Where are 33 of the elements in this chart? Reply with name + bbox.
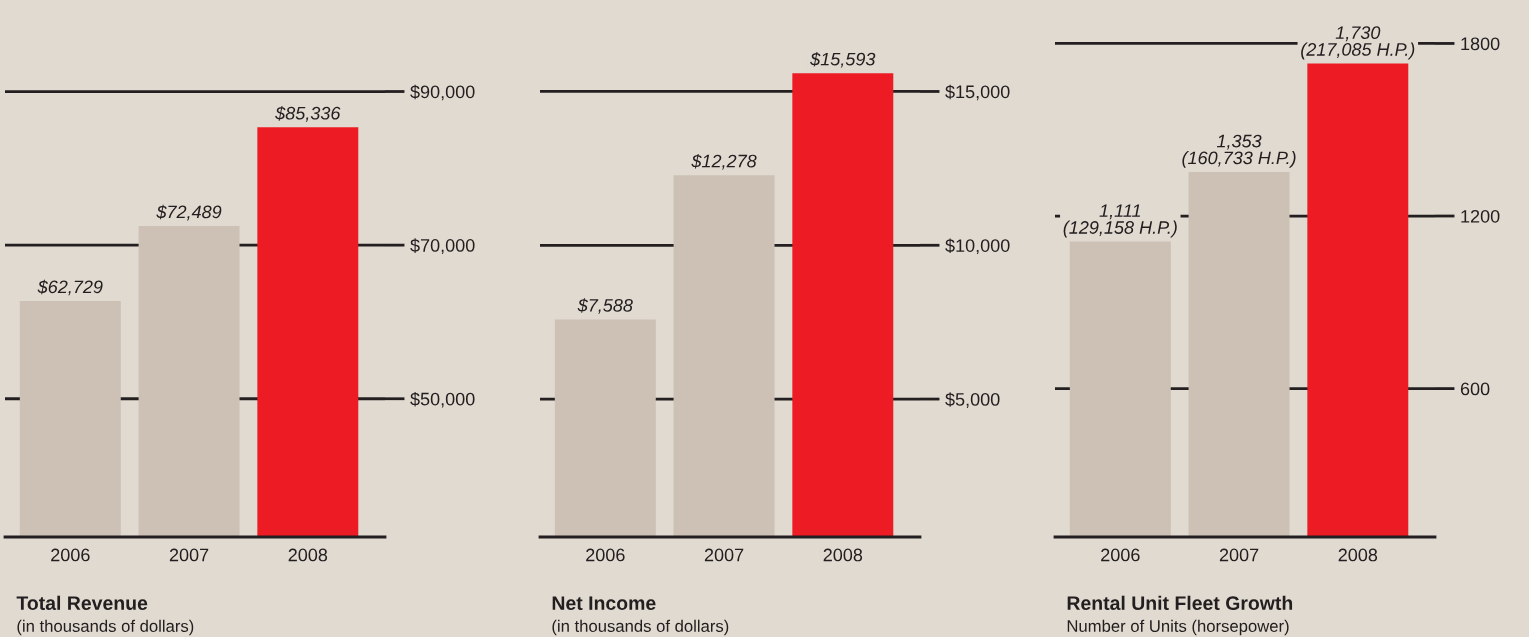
x-tick-label: 2008	[823, 548, 863, 562]
y-tick-label: $5,000	[945, 392, 1000, 408]
y-tick-label: 1800	[1461, 37, 1500, 51]
data-label: 1,730 (217,085 H.P.)	[1301, 26, 1415, 60]
y-tick-label: $15,000	[945, 84, 1010, 101]
data-label: $12,278	[691, 153, 757, 170]
x-tick-label: 2006	[1101, 548, 1140, 562]
text: (in thousands of dollars)	[552, 619, 729, 636]
text: Net Income	[552, 596, 656, 610]
y-tick-label: $50,000	[410, 391, 475, 408]
y-tick-label: $90,000	[410, 84, 475, 101]
x-tick-label: 2007	[704, 548, 744, 562]
text: Number of Units (horsepower)	[1067, 619, 1289, 636]
text: Rental Unit Fleet Growth	[1067, 595, 1293, 610]
x-tick-label: 2008	[1338, 548, 1378, 562]
data-label: $15,593	[810, 51, 876, 68]
data-label: 1,353 (160,733 H.P.)	[1182, 134, 1296, 168]
x-tick-label: 2008	[288, 548, 328, 562]
x-tick-label: 2007	[1219, 548, 1259, 562]
data-label: 1,111 (129,158 H.P.)	[1063, 204, 1177, 238]
data-label: $7,588	[577, 298, 633, 314]
y-tick-label: $70,000	[410, 238, 475, 254]
text: Total Revenue	[16, 595, 148, 610]
y-tick-label: 600	[1460, 382, 1490, 396]
x-tick-label: 2006	[51, 548, 90, 562]
y-tick-label: 1200	[1461, 209, 1500, 223]
data-label: $62,729	[37, 279, 103, 296]
data-label: $85,336	[275, 106, 341, 122]
x-tick-label: 2006	[586, 548, 625, 562]
y-tick-label: $10,000	[945, 238, 1010, 255]
text: (in thousands of dollars)	[17, 619, 194, 636]
data-label: $72,489	[156, 204, 222, 221]
x-tick-label: 2007	[169, 548, 209, 562]
